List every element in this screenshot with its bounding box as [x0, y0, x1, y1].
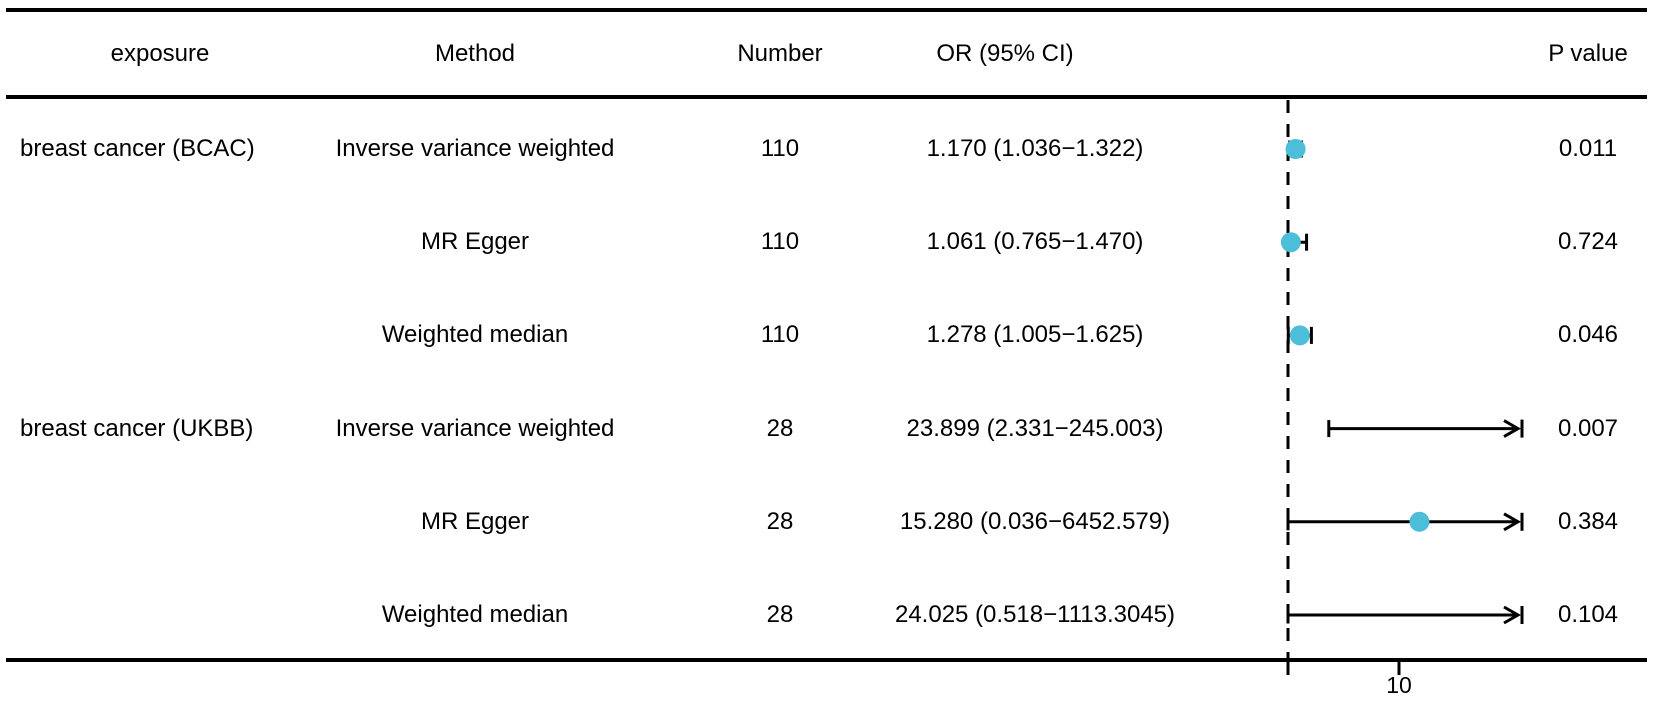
table-row: MR Egger 110 1.061 (0.765−1.470) 0.724 — [0, 196, 1653, 289]
cell-p-value: 0.104 — [1557, 600, 1619, 628]
header-or-ci: OR (95% CI) — [936, 40, 1074, 67]
header-p-value: P value — [1548, 40, 1628, 67]
cell-number: 110 — [760, 134, 800, 162]
table-header-row: exposure Method Number OR (95% CI) P val… — [0, 10, 1653, 98]
or-marker — [1289, 325, 1310, 346]
table-row: breast cancer (UKBB) Inverse variance we… — [0, 382, 1653, 475]
cell-method: Inverse variance weighted — [335, 134, 615, 162]
cell-exposure: breast cancer (UKBB) — [20, 414, 254, 442]
or-marker — [1285, 139, 1306, 159]
or-marker — [1280, 232, 1301, 253]
cell-or-ci: 24.025 (0.518−1113.3045) — [894, 600, 1176, 628]
axis-tick-label-10: 10 — [1386, 672, 1412, 698]
cell-p-value: 0.384 — [1557, 507, 1619, 535]
cell-number: 110 — [760, 321, 800, 349]
cell-number: 28 — [766, 600, 794, 628]
table-row: breast cancer (BCAC) Inverse variance we… — [0, 102, 1653, 195]
cell-or-ci: 1.278 (1.005−1.625) — [926, 321, 1144, 349]
or-marker — [1409, 511, 1430, 532]
cell-method: MR Egger — [420, 228, 530, 256]
ci-right-arrow — [1503, 512, 1522, 532]
cell-p-value: 0.724 — [1557, 228, 1619, 256]
cell-exposure — [20, 289, 330, 382]
cell-number: 28 — [766, 414, 794, 442]
table-row: MR Egger 28 15.280 (0.036−6452.579) 0.38… — [0, 475, 1653, 568]
cell-number: 110 — [760, 228, 800, 256]
cell-p-value: 0.046 — [1557, 321, 1619, 349]
table-row: Weighted median 28 24.025 (0.518−1113.30… — [0, 568, 1653, 661]
cell-or-ci: 1.061 (0.765−1.470) — [926, 228, 1144, 256]
header-number: Number — [737, 40, 823, 67]
table-row: Weighted median 110 1.278 (1.005−1.625) … — [0, 289, 1653, 382]
cell-method: Inverse variance weighted — [335, 414, 615, 442]
header-method: Method — [434, 40, 516, 67]
ci-right-arrow — [1503, 419, 1522, 438]
cell-or-ci: 23.899 (2.331−245.003) — [906, 414, 1164, 442]
cell-method: MR Egger — [420, 507, 530, 535]
cell-exposure — [20, 475, 330, 568]
header-exposure: exposure — [110, 40, 210, 67]
cell-exposure: breast cancer (BCAC) — [20, 134, 255, 162]
cell-p-value: 0.011 — [1558, 134, 1618, 162]
cell-exposure — [20, 196, 330, 289]
cell-p-value: 0.007 — [1557, 414, 1619, 442]
cell-method: Weighted median — [381, 600, 569, 628]
cell-or-ci: 1.170 (1.036−1.322) — [926, 134, 1144, 162]
cell-exposure — [20, 568, 330, 661]
cell-or-ci: 15.280 (0.036−6452.579) — [899, 507, 1171, 535]
cell-method: Weighted median — [381, 321, 569, 349]
ci-right-arrow — [1503, 605, 1522, 625]
cell-number: 28 — [766, 507, 794, 535]
